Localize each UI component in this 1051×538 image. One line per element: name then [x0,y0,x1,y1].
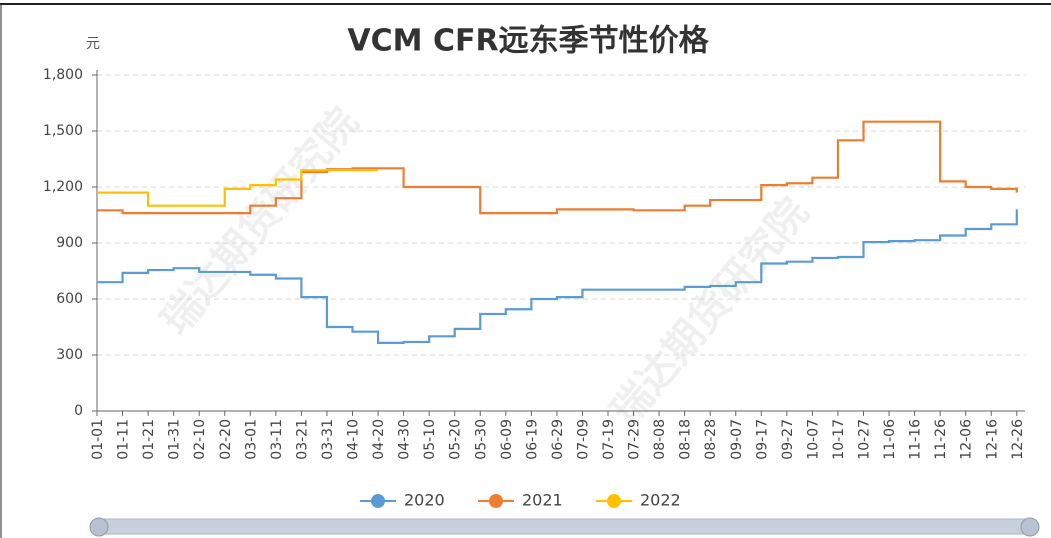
x-tick-label: 01-21 [141,419,157,460]
zoom-slider[interactable] [94,518,1033,535]
x-tick-label: 12-26 [1010,419,1026,460]
y-axis-unit: 元 [86,36,100,52]
y-tick-label: 0 [74,403,83,419]
series-line [97,209,1018,344]
y-tick-label: 1,500 [43,123,83,139]
x-tick-label: 08-18 [678,419,694,460]
x-tick-label: 05-20 [448,419,464,460]
y-tick-label: 300 [56,347,83,363]
x-tick-label: 05-30 [473,419,489,460]
legend-swatch [371,494,385,508]
y-tick-label: 1,800 [43,67,83,83]
x-tick-label: 09-07 [729,419,745,460]
x-tick-label: 04-30 [397,419,413,460]
series-line [97,169,379,207]
y-tick-label: 1,200 [43,179,83,195]
legend-label: 2021 [522,491,563,510]
x-tick-label: 03-11 [269,419,285,460]
x-tick-label: 07-09 [575,419,591,460]
legend-swatch [607,494,621,508]
x-tick-label: 06-19 [524,419,540,460]
x-tick-label: 02-20 [218,419,234,460]
legend-label: 2020 [404,491,445,510]
x-tick-label: 01-31 [167,419,183,460]
x-tick-label: 06-29 [550,419,566,460]
x-tick-label: 03-31 [320,419,336,460]
x-tick-label: 03-01 [243,419,259,460]
watermark: 瑞达期货研究院 [152,100,367,344]
y-tick-label: 600 [56,291,83,307]
x-tick-label: 11-26 [933,419,949,460]
x-tick-label: 10-07 [805,419,821,460]
x-tick-label: 08-28 [703,419,719,460]
x-tick-label: 01-11 [116,419,132,460]
chart-title: VCM CFR远东季节性价格 [347,24,709,59]
x-tick-label: 07-29 [627,419,643,460]
x-tick-label: 07-19 [601,419,617,460]
x-tick-label: 06-09 [499,419,515,460]
x-tick-label: 12-06 [959,419,975,460]
x-tick-label: 03-21 [294,419,310,460]
x-tick-label: 05-10 [422,419,438,460]
y-tick-label: 900 [56,235,83,251]
x-tick-label: 10-17 [831,419,847,460]
watermark: 瑞达期货研究院 [602,190,817,434]
x-tick-label: 11-16 [908,419,924,460]
series-line [97,120,1018,215]
x-tick-label: 12-16 [984,419,1000,460]
x-tick-label: 10-27 [857,419,873,460]
zoom-handle[interactable] [89,517,109,537]
x-tick-label: 04-20 [371,419,387,460]
x-tick-label: 09-27 [780,419,796,460]
x-tick-label: 04-10 [346,419,362,460]
legend-swatch [489,494,503,508]
legend-label: 2022 [640,491,681,510]
x-tick-label: 11-06 [882,419,898,460]
x-tick-label: 02-10 [192,419,208,460]
zoom-handle[interactable] [1020,517,1040,537]
x-tick-label: 09-17 [754,419,770,460]
x-tick-label: 08-08 [652,419,668,460]
x-tick-label: 01-01 [90,419,106,460]
